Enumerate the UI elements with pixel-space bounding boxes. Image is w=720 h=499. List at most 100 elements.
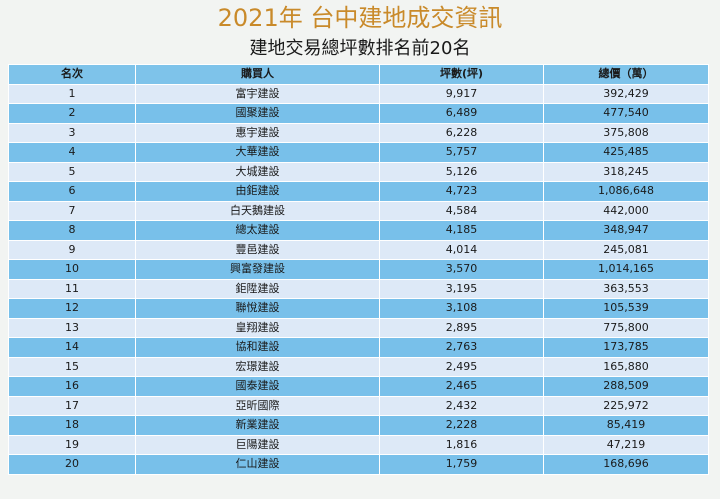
total-price-cell: 173,785: [543, 337, 709, 358]
total-price-cell: 1,014,165: [543, 259, 709, 280]
total-price-cell: 165,880: [543, 356, 709, 377]
total-price-cell: 225,972: [543, 395, 709, 416]
buyer-cell: 協和建設: [135, 337, 380, 358]
total-price-cell: 348,947: [543, 220, 709, 241]
total-price-cell: 105,539: [543, 298, 709, 319]
total-price-cell: 392,429: [543, 83, 709, 104]
rank-cell: 11: [8, 278, 136, 299]
area-cell: 4,723: [379, 181, 544, 202]
buyer-cell: 聯悅建設: [135, 298, 380, 319]
rank-cell: 2: [8, 103, 136, 124]
header-buyer: 購買人: [135, 64, 380, 85]
rank-cell: 7: [8, 200, 136, 221]
table-row: 13 皇翔建設 2,895 775,800: [8, 317, 709, 338]
table-row: 6 由鉅建設 4,723 1,086,648: [8, 181, 709, 202]
table-row: 8 總太建設 4,185 348,947: [8, 220, 709, 241]
buyer-cell: 亞昕國際: [135, 395, 380, 416]
area-cell: 4,584: [379, 200, 544, 221]
rank-cell: 20: [8, 454, 136, 475]
table-row: 9 豐邑建設 4,014 245,081: [8, 239, 709, 260]
total-price-cell: 85,419: [543, 415, 709, 436]
area-cell: 4,185: [379, 220, 544, 241]
buyer-cell: 富宇建設: [135, 83, 380, 104]
table-row: 2 國聚建設 6,489 477,540: [8, 103, 709, 124]
buyer-cell: 國泰建設: [135, 376, 380, 397]
ranking-table: 名次 購買人 坪數(坪) 總價（萬） 1 富宇建設 9,917 392,429 2 國聚建…: [8, 64, 709, 475]
area-cell: 6,228: [379, 122, 544, 143]
total-price-cell: 1,086,648: [543, 181, 709, 202]
rank-cell: 16: [8, 376, 136, 397]
table-row: 3 惠宇建設 6,228 375,808: [8, 122, 709, 143]
total-price-cell: 477,540: [543, 103, 709, 124]
header-row: 名次 購買人 坪數(坪) 總價（萬）: [8, 64, 709, 85]
buyer-cell: 大華建設: [135, 142, 380, 163]
table-row: 19 巨陽建設 1,816 47,219: [8, 434, 709, 455]
table-row: 11 鉅陞建設 3,195 363,553: [8, 278, 709, 299]
rank-cell: 14: [8, 337, 136, 358]
table-row: 10 興富發建設 3,570 1,014,165: [8, 259, 709, 280]
area-cell: 6,489: [379, 103, 544, 124]
rank-cell: 3: [8, 122, 136, 143]
table-row: 20 仁山建設 1,759 168,696: [8, 454, 709, 475]
buyer-cell: 鉅陞建設: [135, 278, 380, 299]
total-price-cell: 363,553: [543, 278, 709, 299]
total-price-cell: 425,485: [543, 142, 709, 163]
area-cell: 2,465: [379, 376, 544, 397]
table-row: 12 聯悅建設 3,108 105,539: [8, 298, 709, 319]
area-cell: 2,895: [379, 317, 544, 338]
page-title: 2021年 台中建地成交資訊: [217, 4, 503, 32]
rank-cell: 9: [8, 239, 136, 260]
buyer-cell: 白天鵝建設: [135, 200, 380, 221]
buyer-cell: 巨陽建設: [135, 434, 380, 455]
buyer-cell: 宏璟建設: [135, 356, 380, 377]
total-price-cell: 288,509: [543, 376, 709, 397]
rank-cell: 13: [8, 317, 136, 338]
table-row: 16 國泰建設 2,465 288,509: [8, 376, 709, 397]
area-cell: 2,495: [379, 356, 544, 377]
area-cell: 9,917: [379, 83, 544, 104]
buyer-cell: 興富發建設: [135, 259, 380, 280]
buyer-cell: 總太建設: [135, 220, 380, 241]
rank-cell: 1: [8, 83, 136, 104]
table-header: 名次 購買人 坪數(坪) 總價（萬）: [8, 64, 709, 85]
rank-cell: 17: [8, 395, 136, 416]
header-total-price: 總價（萬）: [543, 64, 709, 85]
total-price-cell: 442,000: [543, 200, 709, 221]
rank-cell: 18: [8, 415, 136, 436]
area-cell: 4,014: [379, 239, 544, 260]
area-cell: 3,195: [379, 278, 544, 299]
table-body: 1 富宇建設 9,917 392,429 2 國聚建設 6,489 477,540 3 惠宇建設 6…: [8, 83, 709, 475]
rank-cell: 19: [8, 434, 136, 455]
total-price-cell: 375,808: [543, 122, 709, 143]
header-area: 坪數(坪): [379, 64, 544, 85]
buyer-cell: 國聚建設: [135, 103, 380, 124]
table-row: 7 白天鵝建設 4,584 442,000: [8, 200, 709, 221]
total-price-cell: 318,245: [543, 161, 709, 182]
total-price-cell: 245,081: [543, 239, 709, 260]
area-cell: 2,228: [379, 415, 544, 436]
total-price-cell: 47,219: [543, 434, 709, 455]
rank-cell: 6: [8, 181, 136, 202]
area-cell: 3,108: [379, 298, 544, 319]
rank-cell: 10: [8, 259, 136, 280]
area-cell: 1,759: [379, 454, 544, 475]
rank-cell: 12: [8, 298, 136, 319]
table-row: 15 宏璟建設 2,495 165,880: [8, 356, 709, 377]
rank-cell: 5: [8, 161, 136, 182]
buyer-cell: 大城建設: [135, 161, 380, 182]
table-row: 14 協和建設 2,763 173,785: [8, 337, 709, 358]
total-price-cell: 775,800: [543, 317, 709, 338]
rank-cell: 8: [8, 220, 136, 241]
header-rank: 名次: [8, 64, 136, 85]
area-cell: 5,126: [379, 161, 544, 182]
area-cell: 1,816: [379, 434, 544, 455]
table-row: 5 大城建設 5,126 318,245: [8, 161, 709, 182]
area-cell: 5,757: [379, 142, 544, 163]
buyer-cell: 仁山建設: [135, 454, 380, 475]
buyer-cell: 新業建設: [135, 415, 380, 436]
table-row: 18 新業建設 2,228 85,419: [8, 415, 709, 436]
buyer-cell: 皇翔建設: [135, 317, 380, 338]
page-subtitle: 建地交易總坪數排名前20名: [249, 38, 471, 59]
area-cell: 2,763: [379, 337, 544, 358]
table-row: 4 大華建設 5,757 425,485: [8, 142, 709, 163]
